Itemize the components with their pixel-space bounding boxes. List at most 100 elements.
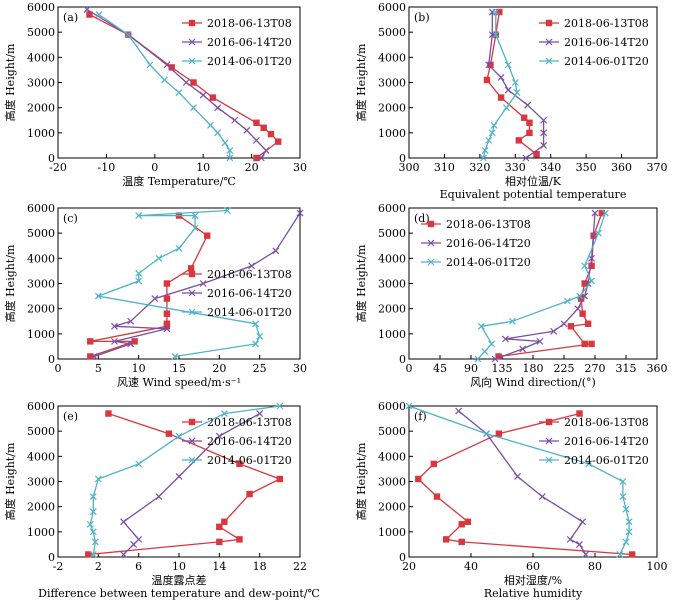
data-point bbox=[576, 410, 583, 417]
legend-entry: 2016-06-14T20 bbox=[207, 36, 292, 49]
data-point bbox=[221, 139, 229, 147]
data-point bbox=[625, 518, 633, 526]
legend-marker bbox=[545, 418, 553, 426]
panel-2: 0 5 10 15 20 25 30 0 1000 2000 3000 4000 5000 6000 (c)… bbox=[3, 202, 307, 389]
data-point bbox=[526, 129, 533, 137]
data-point bbox=[252, 320, 260, 328]
x-tick-label: 370 bbox=[647, 161, 668, 174]
data-point bbox=[243, 126, 251, 134]
data-point bbox=[504, 86, 512, 94]
data-point bbox=[163, 280, 171, 287]
x-tick-label: 360 bbox=[647, 362, 668, 375]
data-point bbox=[588, 262, 595, 270]
x-tick-label: 45 bbox=[433, 362, 447, 375]
data-point bbox=[130, 540, 138, 548]
panel-4: -2 2 6 10 14 18 22 0 1000 2000 3000 4000 5000 6000 (e)… bbox=[3, 400, 320, 600]
x-tick-label: -20 bbox=[49, 161, 67, 174]
data-point bbox=[481, 147, 489, 154]
data-point bbox=[257, 154, 265, 162]
legend: 2018-06-13T08 2016-06-14T20 2014-06-01T20 bbox=[182, 17, 292, 68]
x-tick-label: 340 bbox=[540, 161, 561, 174]
data-point bbox=[564, 297, 571, 305]
data-point bbox=[433, 493, 441, 500]
y-tick-label: 4000 bbox=[27, 252, 55, 265]
legend-marker bbox=[427, 220, 435, 228]
data-point bbox=[574, 305, 582, 313]
x-tick-label: 20 bbox=[245, 161, 259, 174]
panel-letter: (a) bbox=[63, 11, 78, 24]
data-point bbox=[458, 538, 465, 546]
data-point bbox=[591, 209, 599, 217]
data-point bbox=[536, 337, 544, 345]
data-point bbox=[90, 353, 98, 360]
data-point bbox=[488, 129, 496, 137]
x-tick-label: 22 bbox=[293, 560, 307, 573]
data-point bbox=[474, 355, 482, 363]
data-point bbox=[161, 76, 168, 84]
data-point bbox=[515, 137, 523, 144]
data-point bbox=[578, 295, 585, 302]
data-point bbox=[496, 8, 503, 16]
data-point bbox=[497, 94, 505, 101]
plot-frame bbox=[57, 207, 301, 360]
x-tick-label: 20 bbox=[212, 362, 226, 375]
data-point bbox=[91, 538, 99, 546]
data-point bbox=[579, 518, 587, 526]
panel-5: 20 40 60 80 1000100020003000400050006000(f)相… bbox=[354, 400, 668, 600]
data-point bbox=[87, 353, 94, 360]
x-tick-label: 40 bbox=[464, 560, 478, 573]
y-tick-label: 2000 bbox=[27, 501, 55, 514]
y-tick-label: 0 bbox=[399, 152, 406, 165]
legend-marker bbox=[188, 19, 196, 27]
x-tick-label: 225 bbox=[554, 362, 575, 375]
plot-series bbox=[87, 207, 304, 360]
data-point bbox=[260, 124, 267, 131]
data-point bbox=[155, 254, 163, 262]
data-point bbox=[199, 91, 207, 99]
data-point bbox=[87, 338, 94, 345]
y-tick-label: 4000 bbox=[27, 450, 55, 463]
data-point bbox=[488, 340, 496, 348]
data-point bbox=[479, 154, 487, 162]
legend: 2018-06-13T08 2016-06-14T20 2014-06-01T20 bbox=[421, 218, 531, 269]
data-point bbox=[415, 475, 422, 483]
legend-marker bbox=[545, 437, 553, 445]
data-point bbox=[588, 277, 595, 285]
data-point bbox=[598, 209, 606, 217]
data-point bbox=[187, 265, 195, 272]
data-point bbox=[508, 317, 516, 325]
x-tick-label: 300 bbox=[399, 161, 420, 174]
data-point bbox=[214, 129, 222, 137]
y-tick-label: 0 bbox=[48, 551, 55, 564]
legend-marker bbox=[188, 456, 196, 464]
data-point bbox=[581, 340, 588, 348]
x-tick-label: 0 bbox=[55, 362, 62, 375]
data-point bbox=[94, 475, 102, 483]
legend-marker bbox=[188, 308, 196, 316]
legend-marker bbox=[188, 418, 196, 426]
y-tick-label: 3000 bbox=[27, 278, 55, 291]
data-point bbox=[226, 147, 234, 154]
data-point bbox=[191, 224, 199, 232]
data-point bbox=[540, 141, 548, 149]
data-point bbox=[220, 410, 228, 417]
y-axis-label: 高度 Height/m bbox=[354, 442, 368, 520]
y-tick-label: 1000 bbox=[378, 526, 406, 539]
data-point bbox=[520, 114, 528, 121]
legend: 2018-06-13T08 2016-06-14T20 2014-06-01T20 bbox=[539, 416, 649, 467]
series-line-1 bbox=[486, 11, 537, 155]
series-line-1 bbox=[417, 412, 633, 556]
legend-entry: 2018-06-13T08 bbox=[207, 268, 292, 281]
data-point bbox=[83, 6, 91, 13]
data-point bbox=[163, 295, 171, 302]
legend-entry: 2014-06-01T20 bbox=[207, 454, 292, 467]
x-axis-label: 温度 Temperature/℃ bbox=[122, 174, 236, 188]
data-point bbox=[124, 31, 132, 39]
legend-marker bbox=[188, 437, 196, 445]
x-tick-label: 100 bbox=[647, 560, 668, 573]
legend: 2018-06-13T08 2016-06-14T20 2014-06-01T20 bbox=[182, 416, 292, 467]
data-point bbox=[477, 322, 485, 330]
data-point bbox=[560, 320, 568, 328]
legend-entry: 2016-06-14T20 bbox=[207, 287, 292, 300]
data-point bbox=[262, 147, 270, 154]
